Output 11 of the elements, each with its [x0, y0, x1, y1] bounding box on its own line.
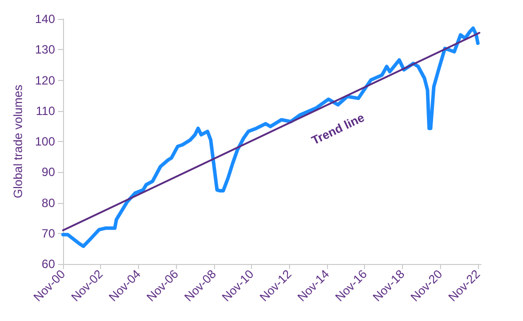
y-axis-title: Global trade volumes	[11, 84, 26, 198]
y-tick-label: 120	[34, 73, 56, 88]
y-tick-label: 90	[42, 165, 56, 180]
y-tick-label: 130	[34, 42, 56, 57]
y-tick-label: 110	[36, 104, 56, 118]
y-tick-label: 70	[42, 226, 56, 240]
y-tick-label: 100	[34, 134, 56, 148]
y-tick-label: 140	[34, 12, 56, 26]
annotation: Trend line	[309, 110, 367, 148]
y-tick-label: 80	[42, 196, 56, 210]
y-tick-label: 60	[42, 257, 56, 271]
